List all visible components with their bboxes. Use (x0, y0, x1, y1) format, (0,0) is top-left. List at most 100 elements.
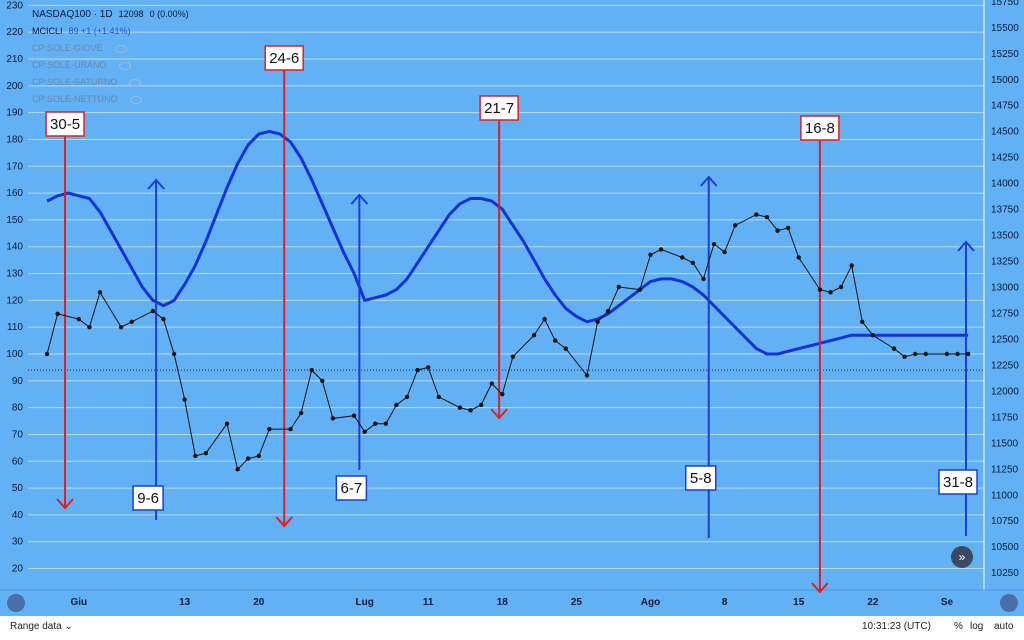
auto-toggle[interactable]: auto (994, 621, 1014, 632)
marker-label-box (264, 45, 304, 71)
cp-label: CP:SOLE-NETTUNO (32, 94, 118, 104)
x-tick-label: 18 (497, 597, 509, 608)
eye-icon[interactable] (114, 45, 127, 53)
eye-icon[interactable] (118, 62, 131, 70)
price-point (605, 308, 611, 314)
arrow-down-icon (275, 516, 293, 528)
price-point (616, 284, 621, 290)
x-tick-label: Ago (641, 597, 660, 608)
price-point (298, 410, 304, 416)
price-point (542, 316, 547, 322)
price-point (658, 247, 664, 252)
price-point (680, 255, 685, 260)
right-tick-label: 13250 (991, 257, 1019, 268)
right-tick-label: 15250 (991, 49, 1019, 60)
price-point (563, 346, 569, 351)
range-data-button[interactable]: Range data ⌄ (10, 621, 73, 632)
eye-icon[interactable] (129, 79, 142, 87)
double-chevron-right-icon: » (958, 550, 966, 564)
chart-svg[interactable]: 20 30 40 50 60 70 80 90 100 110 120 130 140 150 160 170… (0, 0, 1024, 616)
marker-label-box (45, 111, 85, 137)
price-point (478, 402, 484, 408)
legend-indicator-row[interactable]: MCICLI 89 +1 (+1.41%) (32, 23, 189, 40)
legend-symbol-row[interactable]: NASDAQ100 · 1D 12098 0 (0.00%) (32, 6, 189, 23)
right-tick-label: 14000 (991, 179, 1019, 190)
price-point (838, 284, 844, 290)
arrow-up-icon (147, 178, 165, 190)
right-tick-label: 13750 (991, 205, 1019, 216)
cp-label: CP:SOLE-GIOVE (32, 43, 103, 53)
right-tick-label: 11250 (991, 464, 1019, 475)
legend-cp-row[interactable]: CP:SOLE-SATURNO (32, 74, 189, 91)
price-point (203, 451, 209, 456)
left-tick-label: 120 (6, 295, 23, 306)
scroll-to-realtime-button[interactable]: » (951, 546, 973, 568)
price-point (309, 367, 314, 373)
clock-time: 10:31:23 (UTC) (862, 621, 931, 632)
arrow-up-icon (957, 240, 975, 252)
price-point (394, 402, 399, 408)
left-tick-label: 210 (6, 54, 23, 65)
price-point (733, 223, 738, 228)
price-point (330, 416, 336, 421)
price-point (754, 212, 759, 217)
price-point (595, 319, 600, 325)
marker-label: 31-8 (943, 474, 973, 491)
price-point (637, 287, 643, 292)
cycle-line (46, 129, 969, 356)
price-point (171, 351, 177, 357)
price-point (457, 405, 463, 410)
legend-cp-row[interactable]: CP:SOLE-NETTUNO (32, 91, 189, 108)
price-point (267, 426, 272, 432)
left-tick-label: 30 (12, 537, 24, 548)
left-axis-background (0, 0, 28, 616)
legend-cp-row[interactable]: CP:SOLE-URANO (32, 57, 189, 74)
eye-icon[interactable] (129, 96, 142, 104)
x-tick-label: 22 (867, 597, 879, 608)
price-point (510, 354, 516, 359)
range-data-label: Range data (10, 621, 62, 632)
x-tick-label: 15 (793, 597, 805, 608)
price-point (118, 324, 124, 330)
price-point (701, 276, 706, 282)
price-point (425, 365, 431, 370)
marker-label: 5-8 (690, 470, 712, 487)
marker-label: 6-7 (341, 480, 363, 497)
right-tick-label: 10750 (991, 516, 1019, 527)
price-point (955, 351, 960, 357)
price-point (912, 351, 918, 357)
arrow-down-icon (811, 582, 829, 594)
symbol-name: NASDAQ100 · 1D (32, 9, 113, 20)
price-point (76, 316, 82, 322)
legend-cp-row[interactable]: CP:SOLE-GIOVE (32, 40, 189, 57)
x-tick-label: 11 (423, 597, 434, 608)
log-toggle[interactable]: log (970, 621, 984, 632)
marker-label: 21-7 (484, 100, 514, 117)
right-tick-label: 10250 (991, 568, 1019, 579)
price-point (722, 249, 727, 255)
arrow-down-icon (490, 408, 508, 420)
left-tick-label: 190 (6, 108, 23, 119)
right-tick-label: 12750 (991, 308, 1019, 319)
scroll-right-button[interactable] (1000, 594, 1018, 612)
marker-label: 30-5 (50, 116, 80, 133)
x-tick-label: Se (941, 597, 954, 608)
price-point (193, 453, 198, 459)
price-point (129, 319, 134, 325)
price-point (796, 255, 801, 260)
price-point (436, 394, 441, 400)
price-point (711, 241, 717, 247)
left-tick-label: 60 (12, 456, 24, 467)
x-tick-label: 13 (179, 597, 191, 608)
marker-label-box (132, 485, 164, 511)
percent-toggle[interactable]: % (954, 621, 963, 632)
marker-label: 9-6 (137, 490, 159, 507)
price-point (246, 456, 251, 461)
marker-label-box (335, 475, 368, 501)
arrow-down-icon (56, 498, 74, 510)
scroll-left-button[interactable] (7, 594, 25, 612)
left-tick-label: 200 (6, 81, 23, 92)
price-point (860, 319, 865, 325)
price-point (923, 351, 928, 357)
